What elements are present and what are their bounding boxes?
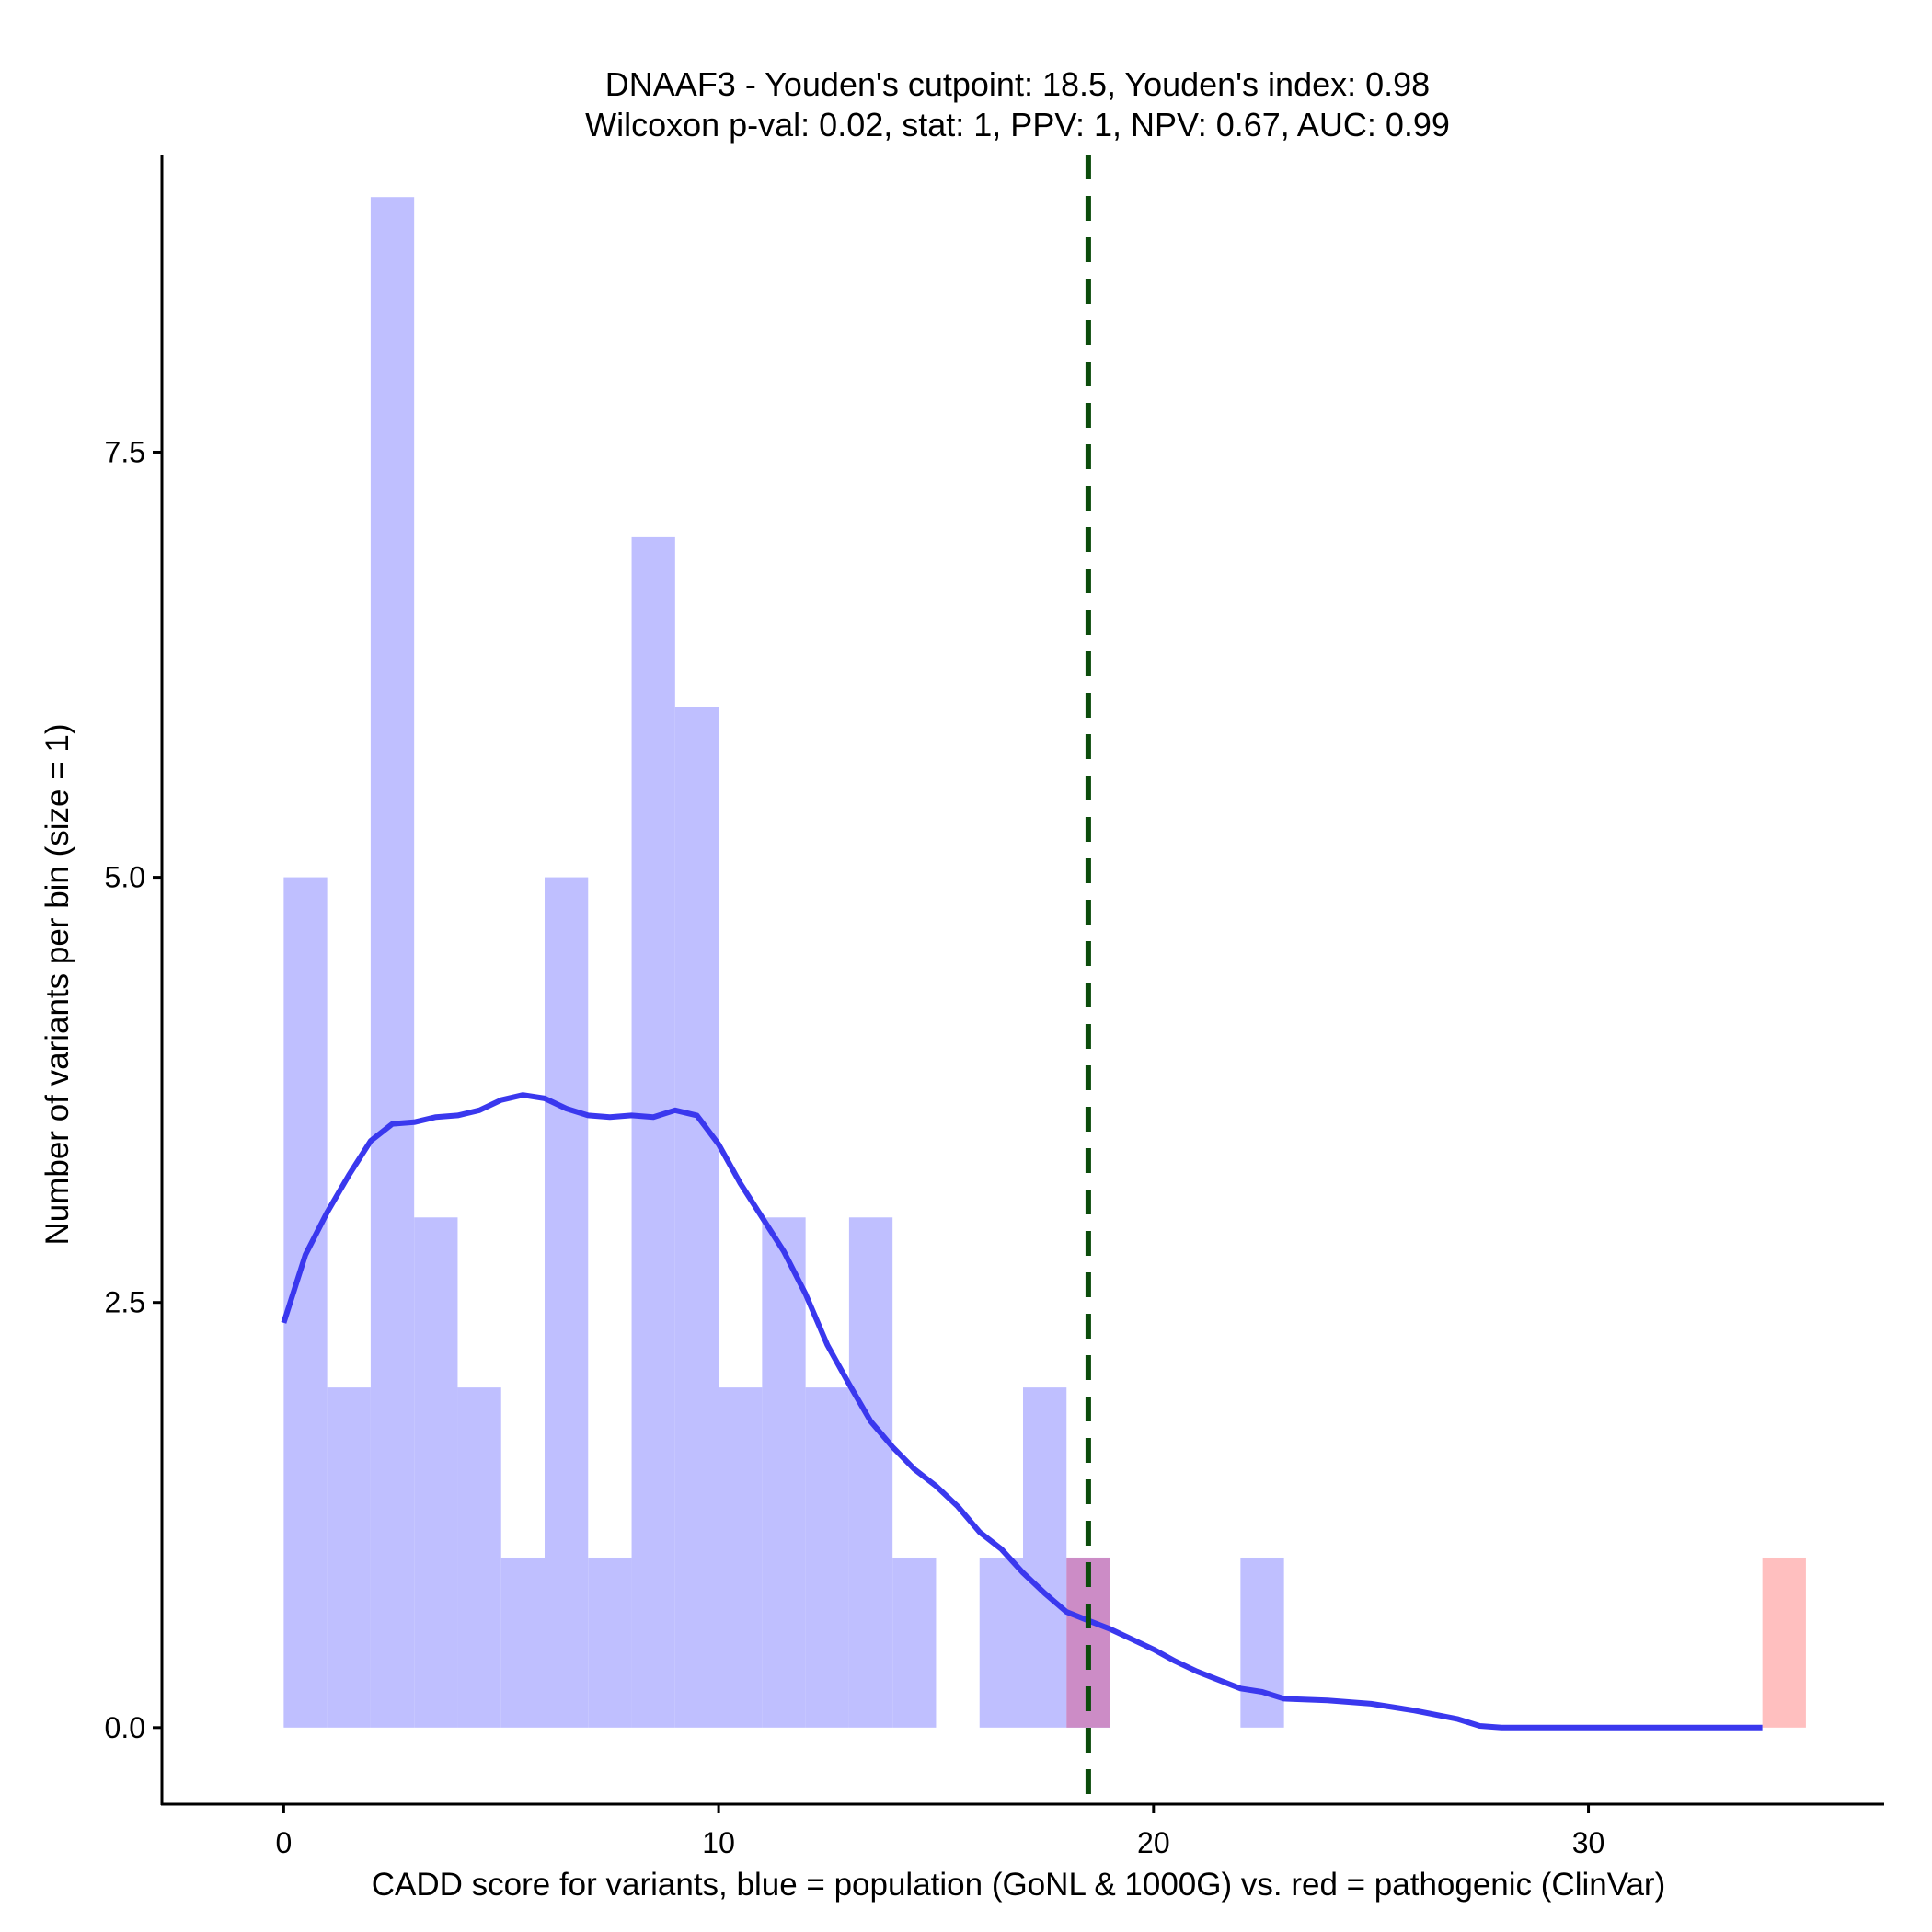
population-bar-8	[631, 536, 675, 1728]
population-bar-13	[848, 1217, 893, 1728]
population-bar-6	[545, 877, 589, 1728]
population-bar-5	[500, 1557, 545, 1728]
population-bar-1	[327, 1387, 371, 1728]
population-bar-16	[979, 1557, 1023, 1728]
population-bar-10	[719, 1387, 763, 1728]
x-tick-label-20: 20	[1137, 1826, 1170, 1859]
population-bar-11	[762, 1217, 806, 1728]
x-tick-label-30: 30	[1572, 1826, 1605, 1859]
population-bar-7	[588, 1557, 632, 1728]
population-bar-2	[370, 197, 415, 1728]
density-curve-line	[281, 1092, 1763, 1731]
chart-title-line-1: DNAAF3 - Youden's cutpoint: 18.5, Youden…	[605, 65, 1430, 103]
y-tick-label-2.5: 2.5	[105, 1286, 145, 1319]
pathogenic-bar-34	[1762, 1557, 1806, 1728]
y-axis-title: Number of variants per bin (size = 1)	[40, 723, 75, 1245]
chart-title-line-2: Wilcoxon p-val: 0.02, stat: 1, PPV: 1, N…	[585, 106, 1450, 144]
population-bar-22	[1240, 1557, 1284, 1728]
axis-ticks: 0 10 20 30 0.0 2.5 5.0 7.5	[105, 435, 1605, 1859]
axes	[160, 155, 1884, 1806]
population-bar-17	[1023, 1387, 1067, 1728]
population-bar-4	[457, 1387, 501, 1728]
population-bar-12	[805, 1387, 849, 1728]
y-tick-label-0: 0.0	[105, 1711, 145, 1744]
population-bar-14	[892, 1557, 937, 1728]
population-bar-3	[414, 1217, 458, 1728]
x-axis-title: CADD score for variants, blue = populati…	[372, 1867, 1666, 1903]
x-tick-label-0: 0	[275, 1826, 292, 1859]
density-curve-group	[281, 1092, 1763, 1731]
x-tick-label-10: 10	[702, 1826, 735, 1859]
population-bar-9	[674, 707, 719, 1728]
y-tick-label-7.5: 7.5	[105, 435, 145, 468]
y-tick-label-5: 5.0	[105, 861, 145, 894]
histogram-bars	[283, 197, 1806, 1728]
